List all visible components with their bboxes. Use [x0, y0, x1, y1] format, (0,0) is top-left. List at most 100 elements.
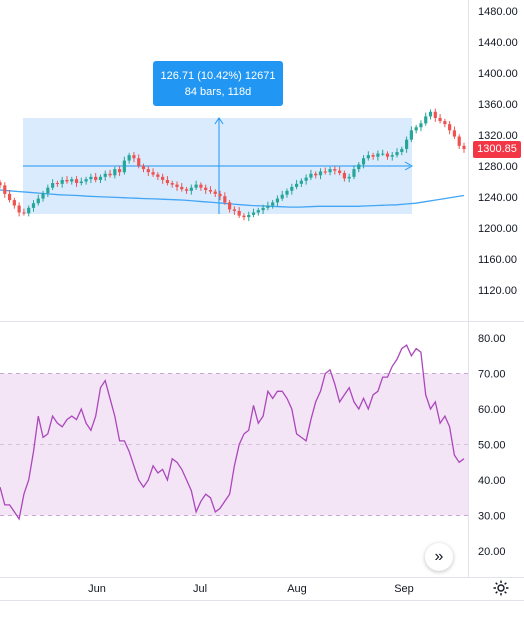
candle-body [294, 183, 299, 187]
candle-body [385, 153, 390, 157]
candle-body [462, 145, 466, 149]
scroll-to-realtime-button[interactable]: » [425, 543, 453, 571]
candle-body [371, 155, 375, 157]
candle-body [328, 169, 332, 173]
candle-body [400, 148, 404, 153]
candle-body [94, 176, 98, 180]
candle-body [127, 155, 131, 161]
candle-body [271, 202, 275, 206]
price-tick-label: 1440.00 [478, 37, 518, 49]
rsi-tick-label: 80.00 [478, 333, 506, 345]
moving-average-layer [0, 189, 465, 208]
candle-body [36, 198, 40, 204]
candle-body [113, 169, 117, 176]
candle-body [376, 153, 380, 157]
candle-body [275, 198, 280, 203]
rsi-tick-label: 70.00 [478, 369, 506, 381]
candle-body [428, 111, 433, 117]
candle-body [280, 194, 284, 199]
candles-layer [0, 108, 466, 222]
candle-body [404, 139, 409, 149]
candle-body [409, 130, 413, 140]
candle-body [237, 210, 241, 216]
time-tick-label: Jun [88, 583, 106, 595]
rsi-tick-label: 50.00 [478, 440, 506, 452]
candle-body [414, 127, 418, 131]
price-tick-label: 1480.00 [478, 6, 518, 18]
candle-body [314, 173, 318, 176]
rsi-tick-label: 20.00 [478, 546, 506, 558]
last-price-badge: 1300.85 [473, 141, 521, 158]
measure-info-box: 126.71 (10.42%) 12671 84 bars, 118d [153, 61, 283, 106]
candle-body [22, 212, 26, 214]
candle-body [137, 158, 141, 166]
price-tick-label: 1160.00 [478, 254, 517, 266]
candle-body [223, 196, 227, 203]
candle-body [41, 193, 45, 199]
moving-average-line [0, 189, 465, 208]
candle-body [175, 184, 179, 187]
candle-body [141, 166, 146, 170]
candle-body [17, 205, 21, 213]
candle-body [419, 123, 423, 128]
candle-body [189, 187, 193, 191]
candle-body [108, 173, 112, 176]
rsi-axis-ticks: 80.00 70.00 60.00 50.00 40.00 30.00 20.00 [478, 333, 506, 558]
price-tick-label: 1200.00 [478, 223, 518, 235]
price-tick-label: 1400.00 [478, 68, 518, 80]
candle-body [347, 176, 351, 179]
candle-body [89, 176, 93, 180]
candle-body [184, 189, 189, 191]
candle-body [146, 169, 150, 173]
time-axis-ticks: Jun Jul Aug Sep [88, 583, 414, 595]
candle-body [218, 193, 222, 197]
candle-body [74, 179, 79, 184]
candle-body [228, 202, 232, 210]
candle-body [3, 185, 7, 194]
candle-body [208, 190, 213, 192]
time-tick-label: Aug [287, 583, 307, 595]
rsi-tick-label: 60.00 [478, 404, 506, 416]
time-tick-label: Sep [394, 583, 414, 595]
rsi-line [0, 344, 465, 521]
candle-body [122, 160, 126, 173]
candle-body [242, 215, 246, 218]
candle-body [304, 177, 308, 181]
candle-body [266, 205, 270, 208]
candle-body [161, 176, 165, 180]
candle-body [51, 183, 55, 188]
gear-icon[interactable] [491, 578, 511, 598]
candle-body [60, 179, 64, 184]
candle-body [70, 179, 74, 182]
candle-body [84, 179, 88, 182]
candle-body [357, 164, 361, 170]
rsi-tick-label: 40.00 [478, 475, 506, 487]
candle-body [361, 158, 366, 165]
candle-body [213, 191, 217, 194]
candle-body [151, 172, 155, 175]
candle-body [381, 153, 385, 155]
price-tick-label: 1280.00 [478, 161, 518, 173]
candle-body [333, 169, 337, 171]
candle-body [103, 173, 107, 177]
candle-body [27, 207, 31, 214]
candle-body [318, 171, 323, 176]
candle-body [31, 203, 36, 208]
candle-body [251, 212, 256, 215]
candle-body [424, 116, 428, 124]
candle-body [199, 184, 203, 188]
price-tick-label: 1360.00 [478, 99, 518, 111]
candle-body [170, 183, 174, 185]
candle-body [256, 210, 260, 213]
candle-body [438, 117, 442, 122]
measure-right-arrowhead [404, 161, 414, 171]
candle-body [194, 184, 198, 188]
candle-body [98, 176, 103, 180]
candle-body [366, 155, 370, 159]
candle-body [290, 186, 294, 191]
price-tick-label: 1120.00 [478, 285, 517, 297]
measure-bars-text: 84 bars, 118d [184, 86, 252, 98]
candle-body [352, 169, 356, 177]
candle-body [433, 111, 437, 118]
